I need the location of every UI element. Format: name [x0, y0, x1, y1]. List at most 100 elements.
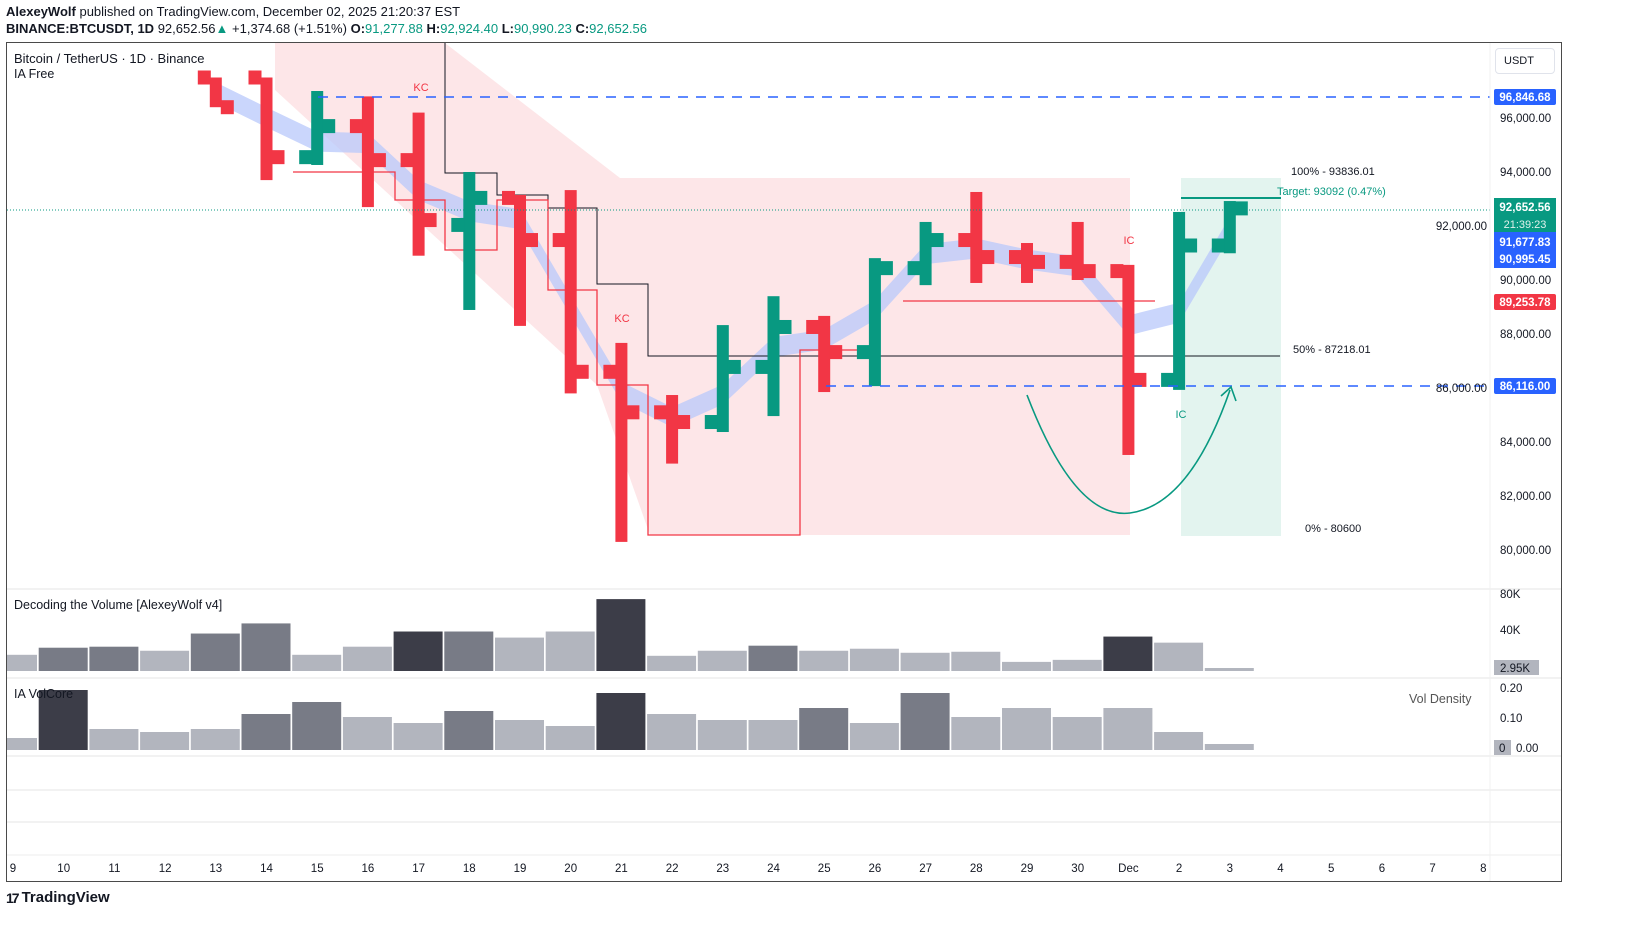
candle-open-tick: [755, 359, 769, 374]
volume-bar: [444, 631, 494, 671]
volume-bar: [545, 631, 595, 671]
high-label: H:: [426, 21, 441, 36]
candle[interactable]: [349, 96, 386, 208]
volume-bar: [849, 648, 899, 671]
time-tick: 5: [1328, 863, 1334, 875]
candle[interactable]: [603, 342, 640, 542]
price-tick: 84,000.00: [1500, 437, 1551, 449]
candle[interactable]: [451, 172, 488, 310]
volume-bar: [799, 650, 849, 671]
time-tick: 7: [1429, 863, 1435, 875]
candle[interactable]: [755, 296, 792, 417]
candle-open-tick: [552, 233, 566, 248]
blue-price-tag-1: 91,677.83: [1499, 237, 1550, 249]
price-tick: 86,000.00: [1436, 383, 1487, 395]
price-change: +1,374.68 (+1.51%): [232, 21, 347, 36]
density-last-tag-bg: [1494, 740, 1511, 755]
candle-close-tick: [423, 213, 437, 228]
candle[interactable]: [704, 325, 741, 433]
candle-range-bar: [919, 221, 932, 286]
candle-open-tick: [349, 119, 363, 134]
candle[interactable]: [1161, 211, 1198, 390]
candle-open-tick: [603, 364, 617, 379]
candle[interactable]: [299, 91, 336, 165]
candle-range-bar: [1173, 211, 1186, 390]
volume-last-tag: 2.95K: [1500, 663, 1530, 675]
last-price-tag-bg: [1494, 198, 1556, 232]
volume-bar: [140, 650, 190, 671]
currency-button[interactable]: USDT: [1495, 48, 1555, 74]
candle[interactable]: [502, 190, 538, 326]
low-value: 90,990.23: [513, 21, 572, 36]
candle[interactable]: [248, 70, 285, 181]
price-tick: 94,000.00: [1500, 167, 1551, 179]
candle-range-bar: [1021, 243, 1033, 283]
candle[interactable]: [1009, 243, 1045, 283]
author-name[interactable]: AlexeyWolf: [6, 4, 76, 19]
ic-label-1: IC: [1124, 235, 1135, 247]
candle-range-bar: [209, 77, 222, 108]
candle-range-bar: [463, 172, 476, 310]
density-bar: [697, 720, 747, 750]
candle-close-tick: [677, 415, 691, 430]
density-bar: [900, 693, 950, 750]
supply-zone: [275, 43, 1130, 535]
volume-bar: [748, 645, 798, 671]
low-label: L:: [501, 21, 514, 36]
density-bar: [1052, 717, 1102, 750]
brand-name: TradingView: [21, 889, 110, 906]
resistance-price-tag: 96,846.68: [1499, 92, 1551, 104]
main-legend-title[interactable]: Bitcoin / TetherUS · 1D · Binance: [14, 51, 205, 66]
candle[interactable]: [806, 315, 843, 393]
volume-pane-title[interactable]: Decoding the Volume [AlexeyWolf v4]: [14, 598, 223, 612]
candle[interactable]: [197, 70, 234, 115]
last-price: 92,652.56: [157, 21, 216, 36]
chart-frame[interactable]: [6, 42, 1562, 882]
candle-close-tick: [575, 364, 589, 379]
red-price-tag-bg: [1494, 294, 1556, 310]
candle[interactable]: [552, 190, 589, 394]
time-tick: 27: [919, 863, 932, 875]
candle-range-bar: [716, 325, 729, 433]
last-price-tag: 92,652.56: [1499, 202, 1550, 214]
density-bar: [190, 729, 240, 750]
time-tick: 8: [1480, 863, 1486, 875]
candle[interactable]: [1110, 264, 1147, 455]
indicator-legend[interactable]: IA Free: [14, 67, 55, 81]
volume-bar: [596, 599, 646, 671]
candle[interactable]: [1211, 201, 1248, 254]
volcore-pane-title[interactable]: IA VolCore: [14, 687, 74, 701]
density-tick: 0.20: [1500, 683, 1522, 695]
vol-density-label: Vol Density: [1409, 692, 1472, 706]
candle-open-tick: [1110, 264, 1124, 279]
candle[interactable]: [907, 221, 944, 286]
candle-range-bar: [615, 342, 628, 542]
red-price-tag: 89,253.78: [1499, 297, 1551, 309]
volume-bar: [951, 651, 1001, 671]
candle-range-bar: [767, 296, 780, 417]
time-tick: 20: [564, 863, 577, 875]
volume-bar: [1204, 668, 1254, 671]
tradingview-logo[interactable]: 17 TradingView: [6, 889, 110, 906]
density-bar: [1103, 708, 1153, 750]
time-tick: 30: [1071, 863, 1084, 875]
candle[interactable]: [400, 112, 437, 256]
candle[interactable]: [856, 258, 893, 387]
candle-close-tick: [626, 405, 640, 420]
volume-bar: [1002, 661, 1051, 671]
blue-price-tag-2: 90,995.45: [1499, 254, 1551, 266]
candle[interactable]: [654, 395, 691, 464]
time-tick: 26: [869, 863, 882, 875]
candle[interactable]: [1059, 221, 1096, 280]
candle-open-tick: [1009, 250, 1022, 265]
time-tick: 6: [1379, 863, 1385, 875]
candle[interactable]: [958, 191, 995, 283]
candle-close-tick: [271, 150, 285, 165]
candle-open-tick: [704, 415, 718, 430]
density-bar: [545, 726, 595, 750]
candle-range-bar: [666, 395, 679, 464]
density-bar: [38, 690, 88, 750]
density-last-tag: 0: [1499, 743, 1505, 755]
high-value: 92,924.40: [440, 21, 499, 36]
